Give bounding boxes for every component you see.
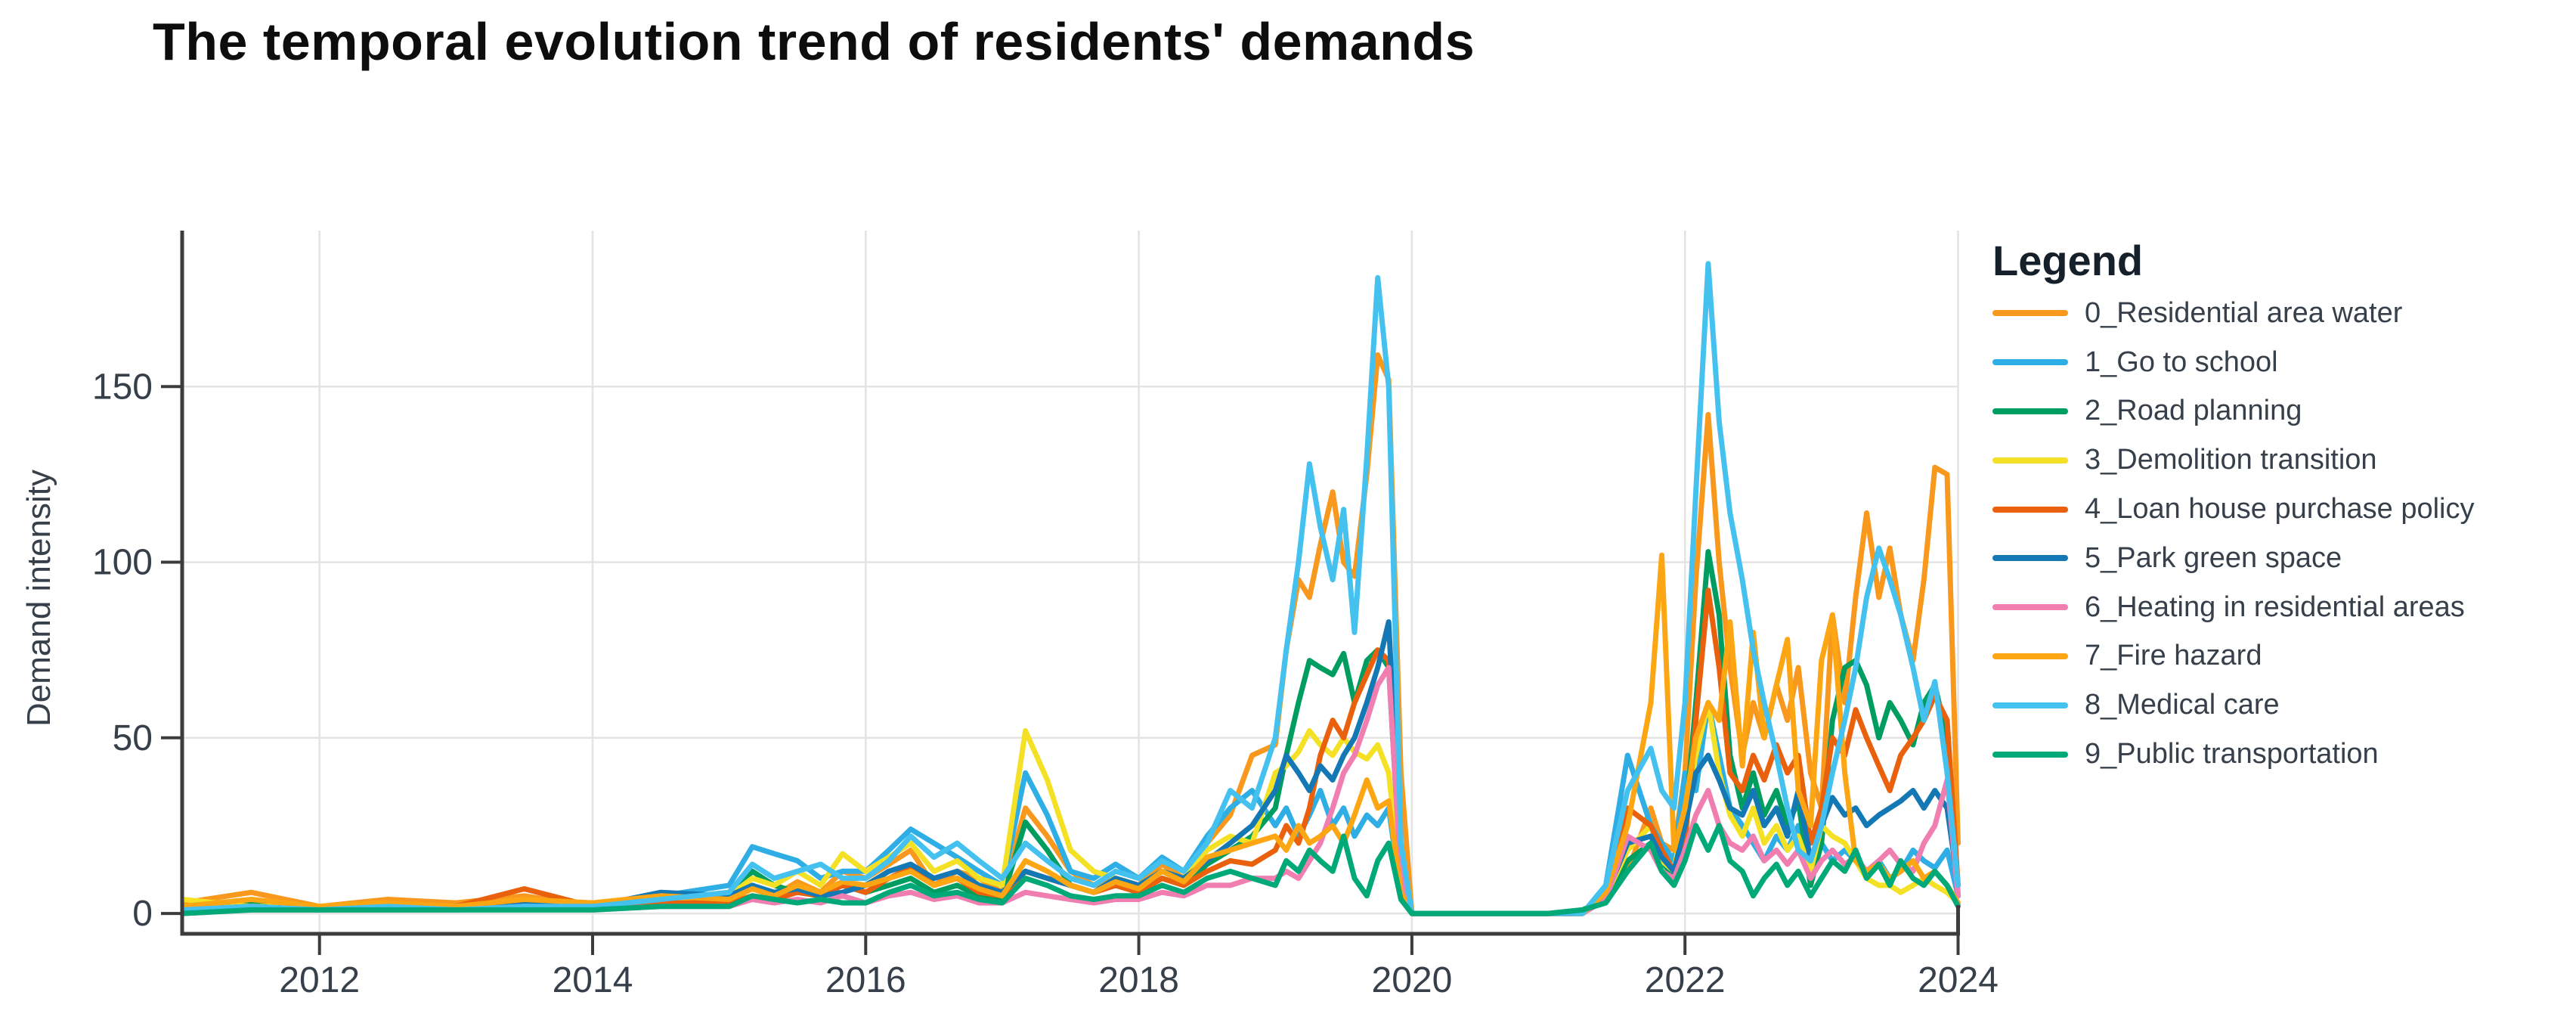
legend-item: 3_Demolition transition	[1992, 436, 2475, 485]
legend-item-label: 8_Medical care	[2085, 689, 2280, 721]
legend-item: 8_Medical care	[1992, 681, 2475, 730]
legend-swatch-icon	[1992, 604, 2068, 611]
legend-title: Legend	[1992, 237, 2144, 284]
legend-item-label: 0_Residential area water	[2085, 296, 2403, 329]
legend-swatch-icon	[1992, 359, 2068, 366]
legend-item: 0_Residential area water	[1992, 289, 2475, 338]
series-line-6_Heating in residential areas	[180, 665, 1961, 916]
legend-item: 5_Park green space	[1992, 534, 2475, 583]
x-tick-label: 2022	[1645, 960, 1726, 1000]
legend-swatch-icon	[1992, 506, 2068, 513]
y-tick-label: 50	[113, 718, 153, 758]
legend-swatch-icon	[1992, 751, 2068, 758]
legend-items: 0_Residential area water 1_Go to school 2_…	[1992, 289, 2475, 779]
page-title: The temporal evolution trend of resident…	[153, 12, 1475, 71]
legend: Legend 0_Residential area water 1_Go to s…	[1992, 236, 2475, 779]
legend-swatch-icon	[1992, 702, 2068, 708]
x-tick-label: 2020	[1372, 960, 1453, 1000]
y-tick-label: 0	[132, 894, 153, 934]
legend-item-label: 3_Demolition transition	[2085, 444, 2377, 476]
series-line-5_Park green space	[180, 619, 1961, 916]
x-tick-label: 2012	[279, 960, 360, 1000]
legend-swatch-icon	[1992, 408, 2068, 414]
legend-item-label: 4_Loan house purchase policy	[2085, 493, 2475, 526]
legend-item: 2_Road planning	[1992, 387, 2475, 436]
legend-item: 1_Go to school	[1992, 338, 2475, 387]
legend-item-label: 9_Public transportation	[2085, 738, 2379, 770]
y-tick-label: 100	[92, 543, 153, 583]
x-tick-label: 2024	[1918, 960, 1999, 1000]
legend-swatch-icon	[1992, 555, 2068, 562]
series-line-3_Demolition transition	[180, 699, 1961, 916]
legend-item: 4_Loan house purchase policy	[1992, 485, 2475, 534]
x-tick-label: 2014	[553, 960, 633, 1000]
x-tick-label: 2018	[1098, 960, 1179, 1000]
legend-swatch-icon	[1992, 457, 2068, 463]
series-line-7_Fire hazard	[180, 552, 1961, 916]
legend-swatch-icon	[1992, 653, 2068, 659]
legend-item: 6_Heating in residential areas	[1992, 583, 2475, 632]
legend-item: 9_Public transportation	[1992, 730, 2475, 779]
y-tick-label: 150	[92, 367, 153, 407]
legend-item-label: 2_Road planning	[2085, 395, 2302, 427]
legend-item-label: 6_Heating in residential areas	[2085, 591, 2465, 623]
legend-item-label: 7_Fire hazard	[2085, 640, 2262, 672]
x-tick-label: 2016	[825, 960, 906, 1000]
legend-item-label: 1_Go to school	[2085, 346, 2278, 378]
series-line-4_Loan house purchase policy	[180, 588, 1961, 916]
legend-item-label: 5_Park green space	[2085, 541, 2342, 574]
series-line-9_Public transportation	[180, 823, 1961, 916]
legend-swatch-icon	[1992, 310, 2068, 317]
legend-item: 7_Fire hazard	[1992, 632, 2475, 681]
series-line-8_Medical care	[180, 261, 1961, 916]
